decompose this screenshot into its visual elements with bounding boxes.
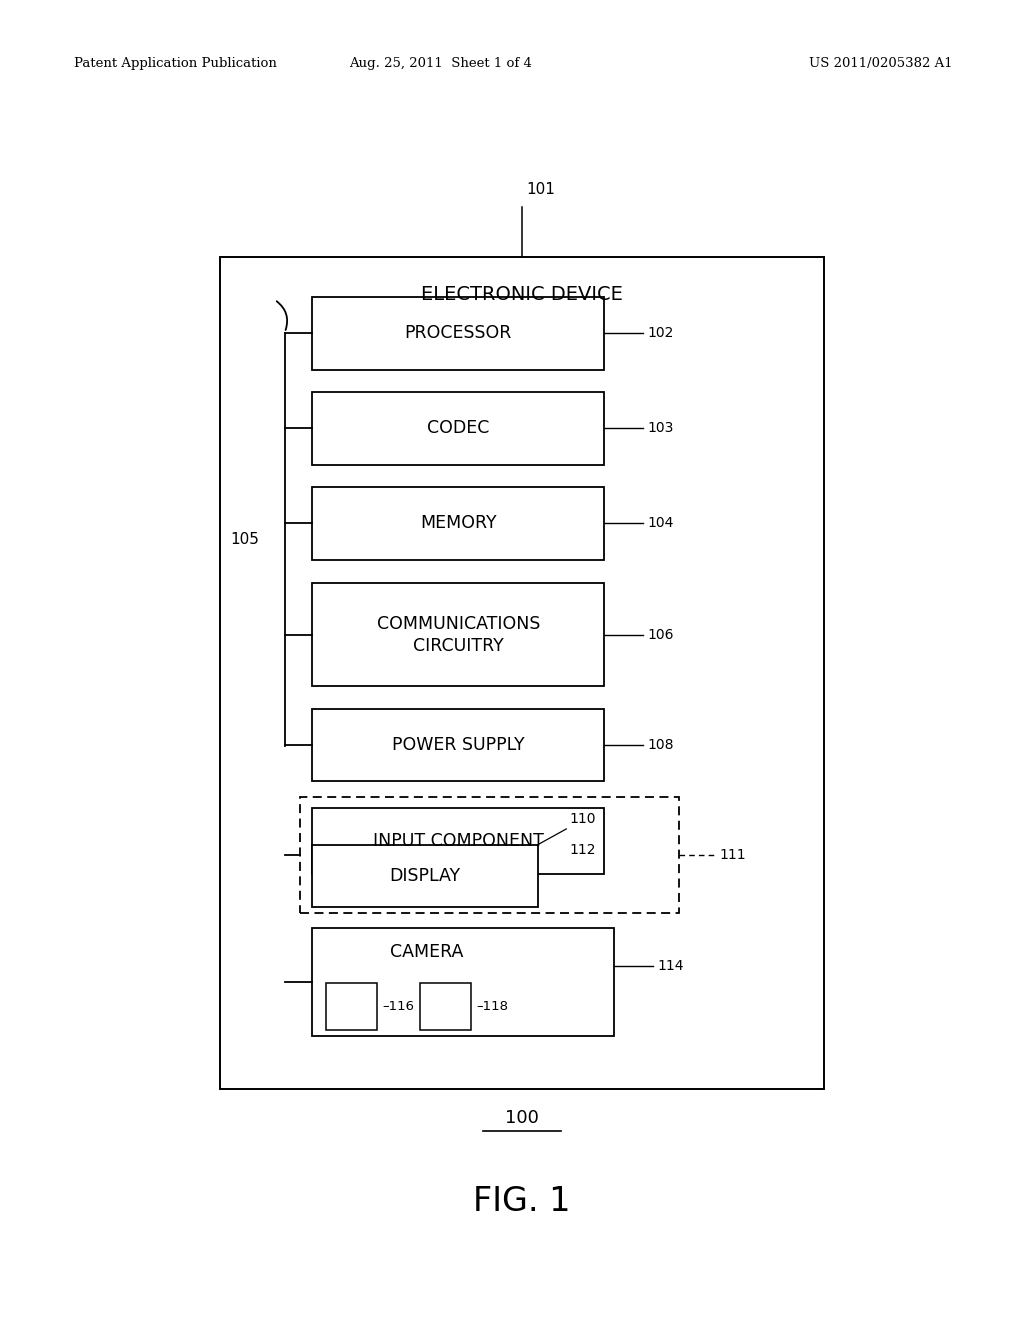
Text: –116: –116: [382, 1001, 414, 1012]
Text: 111: 111: [720, 849, 746, 862]
Text: PROCESSOR: PROCESSOR: [404, 325, 512, 342]
Text: CODEC: CODEC: [427, 420, 489, 437]
Bar: [312, 392, 604, 465]
Bar: [326, 983, 377, 1030]
Text: 104: 104: [647, 516, 674, 531]
Text: 102: 102: [647, 326, 674, 341]
Bar: [300, 797, 679, 913]
Text: 112: 112: [569, 843, 596, 858]
Text: MEMORY: MEMORY: [420, 515, 497, 532]
Text: 105: 105: [230, 532, 259, 546]
Text: POWER SUPPLY: POWER SUPPLY: [392, 737, 524, 754]
Text: 101: 101: [526, 182, 555, 197]
Text: 106: 106: [647, 628, 674, 642]
Text: 103: 103: [647, 421, 674, 436]
Text: COMMUNICATIONS
CIRCUITRY: COMMUNICATIONS CIRCUITRY: [377, 615, 540, 655]
Text: US 2011/0205382 A1: US 2011/0205382 A1: [809, 57, 952, 70]
Bar: [312, 487, 604, 560]
Bar: [420, 983, 471, 1030]
Text: DISPLAY: DISPLAY: [389, 867, 461, 884]
Bar: [312, 297, 604, 370]
Text: CAMERA: CAMERA: [390, 942, 464, 961]
Text: –118: –118: [476, 1001, 508, 1012]
Text: 100: 100: [505, 1109, 540, 1127]
Text: 108: 108: [647, 738, 674, 752]
Text: 110: 110: [569, 812, 596, 826]
Bar: [312, 808, 604, 874]
Bar: [312, 845, 538, 907]
Text: Patent Application Publication: Patent Application Publication: [74, 57, 276, 70]
Text: ELECTRONIC DEVICE: ELECTRONIC DEVICE: [421, 285, 624, 304]
Text: 114: 114: [657, 958, 684, 973]
Bar: [312, 583, 604, 686]
Text: FIG. 1: FIG. 1: [473, 1185, 571, 1217]
Text: INPUT COMPONENT: INPUT COMPONENT: [373, 832, 544, 850]
Text: Aug. 25, 2011  Sheet 1 of 4: Aug. 25, 2011 Sheet 1 of 4: [349, 57, 531, 70]
Bar: [312, 709, 604, 781]
Bar: [312, 928, 614, 1036]
Bar: [220, 257, 824, 1089]
